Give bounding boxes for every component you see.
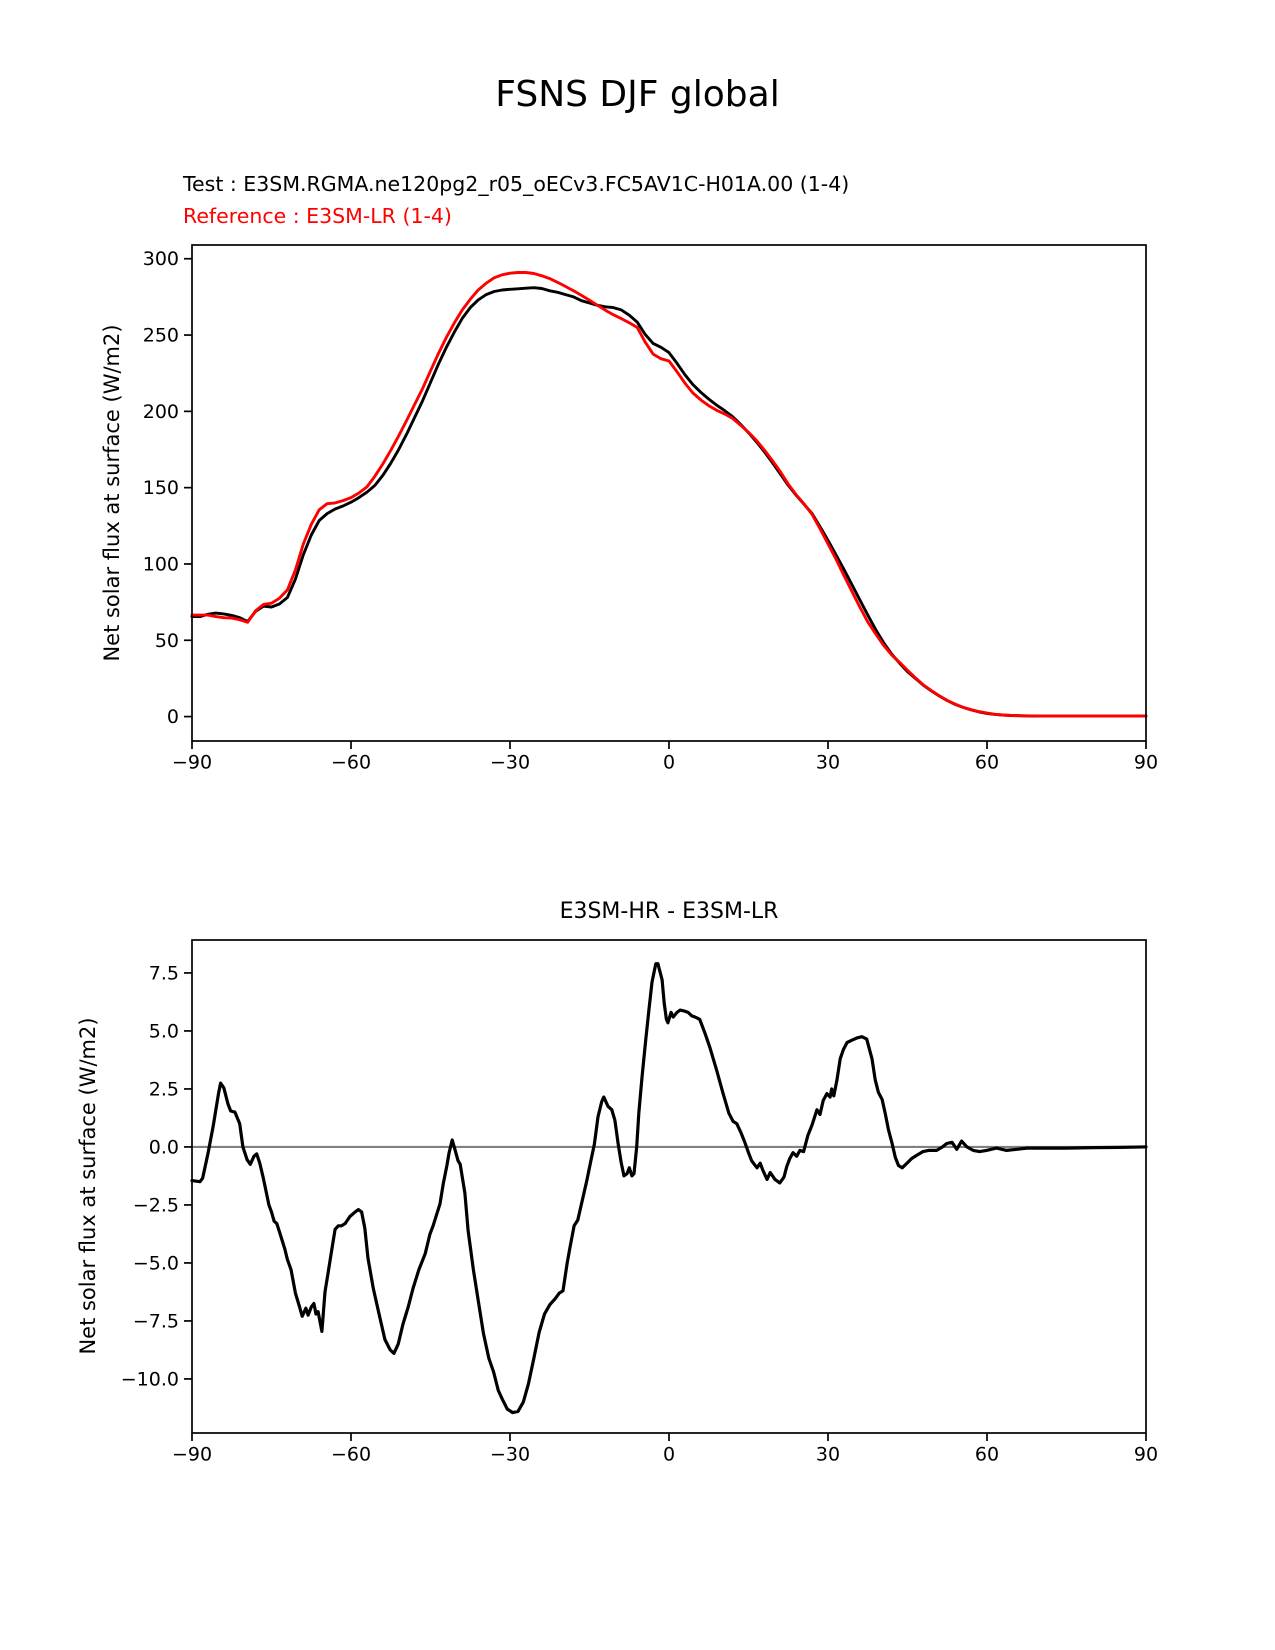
x-tick-label: −30 bbox=[490, 1444, 530, 1466]
x-tick-label: 60 bbox=[975, 752, 999, 774]
y-tick-label: 0.0 bbox=[149, 1136, 179, 1158]
chart-0-series-1-line bbox=[190, 271, 1148, 718]
figure-title: FSNS DJF global bbox=[495, 74, 780, 115]
x-tick-label: −90 bbox=[172, 1444, 212, 1466]
x-tick-label: 0 bbox=[663, 752, 675, 774]
x-tick-label: −90 bbox=[172, 752, 212, 774]
y-tick-label: 250 bbox=[143, 325, 179, 347]
y-tick-label: 150 bbox=[143, 477, 179, 499]
x-tick-label: 30 bbox=[816, 1444, 840, 1466]
y-tick-label: 0 bbox=[167, 706, 179, 728]
y-tick-label: −10.0 bbox=[121, 1368, 179, 1390]
y-tick-label: 200 bbox=[143, 401, 179, 423]
y-tick-label: −2.5 bbox=[133, 1194, 179, 1216]
y-tick-label: 5.0 bbox=[149, 1020, 179, 1042]
x-tick-label: 30 bbox=[816, 752, 840, 774]
chart-0-frame bbox=[191, 244, 1147, 742]
x-tick-label: 90 bbox=[1134, 752, 1158, 774]
y-tick-label: −7.5 bbox=[133, 1310, 179, 1332]
y-tick-label: 2.5 bbox=[149, 1078, 179, 1100]
test-annotation: Test : E3SM.RGMA.ne120pg2_r05_oECv3.FC5A… bbox=[183, 172, 850, 196]
x-tick-label: −60 bbox=[331, 752, 371, 774]
reference-annotation: Reference : E3SM-LR (1-4) bbox=[183, 204, 452, 228]
x-tick-label: 0 bbox=[663, 1444, 675, 1466]
y-tick-label: 50 bbox=[155, 630, 179, 652]
difference-chart-title: E3SM-HR - E3SM-LR bbox=[559, 899, 779, 924]
chart-1-series-0-line bbox=[190, 962, 1148, 1415]
y-tick-label: 7.5 bbox=[149, 962, 179, 984]
x-tick-label: −60 bbox=[331, 1444, 371, 1466]
x-tick-label: 60 bbox=[975, 1444, 999, 1466]
y-tick-label: −5.0 bbox=[133, 1252, 179, 1274]
y-tick-label: 300 bbox=[143, 248, 179, 270]
y-tick-label: 100 bbox=[143, 553, 179, 575]
x-tick-label: 90 bbox=[1134, 1444, 1158, 1466]
x-tick-label: −30 bbox=[490, 752, 530, 774]
